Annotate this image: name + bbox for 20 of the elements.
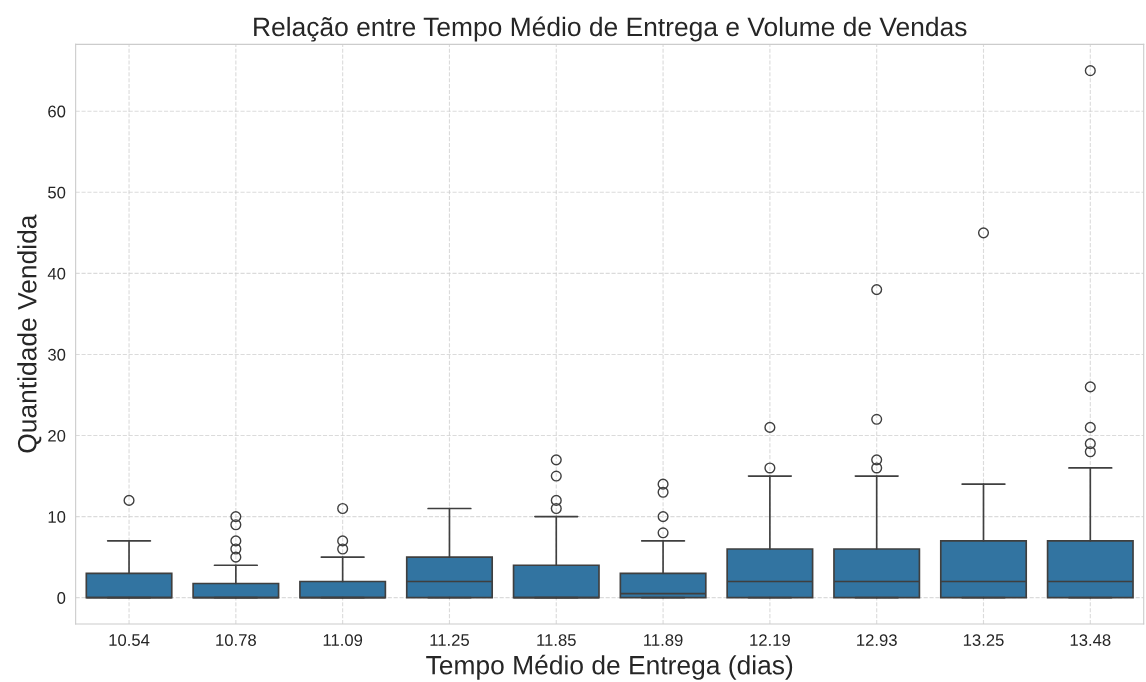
y-tick-label: 60 <box>48 105 66 118</box>
x-axis-title: Tempo Médio de Entrega (dias) <box>426 654 793 680</box>
x-tick-label: 11.25 <box>430 634 469 646</box>
x-tick-label: 13.48 <box>1070 634 1111 646</box>
x-tick-label: 11.85 <box>537 634 576 646</box>
y-tick-label: 50 <box>48 186 66 199</box>
y-tick-label: 20 <box>48 429 66 442</box>
x-tick-label: 10.78 <box>216 634 256 646</box>
x-tick-label: 10.54 <box>109 634 150 646</box>
y-tick-label: 0 <box>57 592 66 604</box>
chart-title: Relação entre Tempo Médio de Entrega e Volume de Vendas <box>254 16 967 42</box>
x-tick-label: 12.19 <box>750 634 790 646</box>
x-tick-label: 12.93 <box>857 634 897 646</box>
x-tick-label: 11.89 <box>644 634 683 646</box>
y-tick-label: 10 <box>48 511 66 523</box>
y-axis-title: Quantidade Vendida <box>17 214 42 453</box>
x-tick-label: 13.25 <box>963 634 1004 646</box>
y-tick-label: 30 <box>48 348 66 361</box>
x-tick-label: 11.09 <box>323 634 363 646</box>
y-tick-label: 40 <box>47 267 66 280</box>
